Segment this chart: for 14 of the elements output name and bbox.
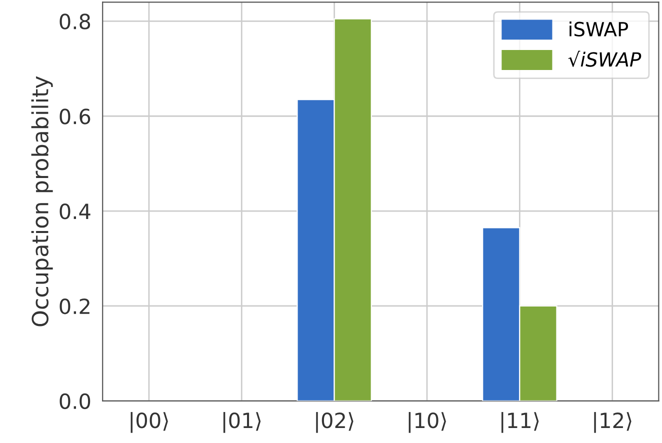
legend-label: √iSWAP xyxy=(568,50,642,67)
y-tick-label: 0.4 xyxy=(60,204,90,220)
y-tick-label: 0.2 xyxy=(60,298,90,314)
y-axis-title: Occupation probability xyxy=(31,76,53,326)
y-tick-label: 0.6 xyxy=(60,108,90,124)
y-tick-label: 0.8 xyxy=(60,14,90,30)
x-tick-label: |10⟩ xyxy=(408,412,446,433)
y-tick-label: 0.0 xyxy=(60,393,90,410)
x-tick-label: |01⟩ xyxy=(223,412,261,433)
x-tick-label: |12⟩ xyxy=(594,412,632,433)
x-tick-label: |02⟩ xyxy=(316,412,354,433)
legend-label: iSWAP xyxy=(570,21,628,37)
x-tick-label: |00⟩ xyxy=(130,412,168,433)
x-tick-label: |11⟩ xyxy=(501,412,539,433)
